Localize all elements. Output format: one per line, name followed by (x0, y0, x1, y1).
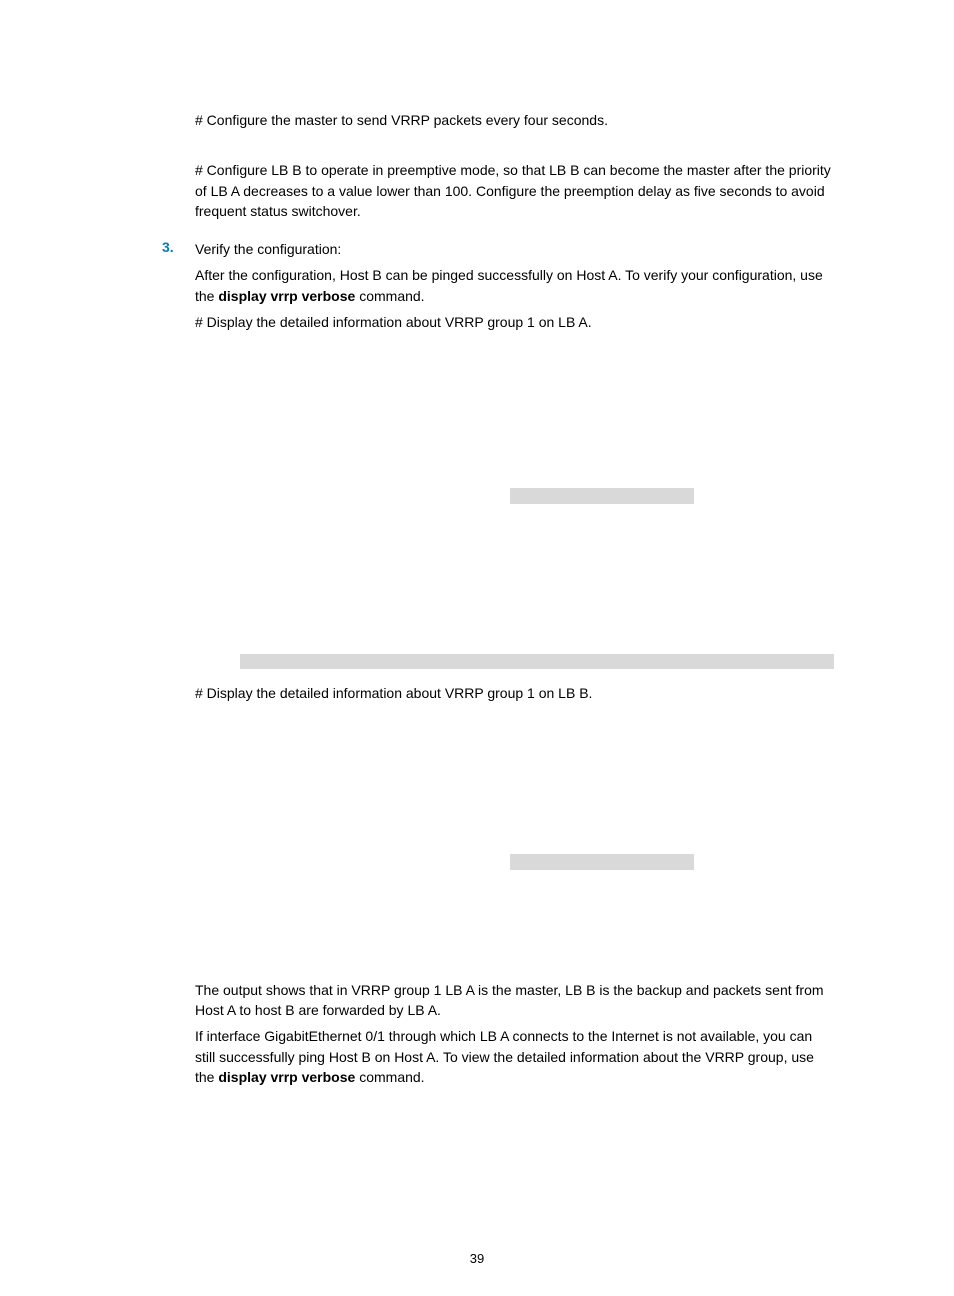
step-3-title: Verify the configuration: (195, 239, 834, 259)
step-3-para-2: # Display the detailed information about… (195, 312, 834, 332)
paragraph-block-2: # Configure LB B to operate in preemptiv… (195, 160, 834, 221)
cmd-display-vrrp-verbose-2: display vrrp verbose (218, 1069, 355, 1085)
step-3-para-4-block: The output shows that in VRRP group 1 LB… (195, 980, 834, 1087)
grey-placeholder-1 (510, 488, 694, 504)
page-number: 39 (0, 1251, 954, 1266)
paragraph-block-1: # Configure the master to send VRRP pack… (195, 110, 834, 130)
step-3-body: Verify the configuration: After the conf… (195, 239, 834, 338)
config-line-2: # Configure LB B to operate in preemptiv… (195, 160, 834, 221)
step-3-para-4: The output shows that in VRRP group 1 LB… (195, 980, 834, 1021)
step-3-para-3-block: # Display the detailed information about… (195, 683, 834, 703)
step-3-para-5b: command. (355, 1069, 424, 1085)
step-number-3: 3. (162, 239, 195, 338)
cmd-display-vrrp-verbose-1: display vrrp verbose (218, 288, 355, 304)
step-3-para-1b: command. (355, 288, 424, 304)
document-page: # Configure the master to send VRRP pack… (0, 0, 954, 1296)
step-3-para-3: # Display the detailed information about… (195, 683, 834, 703)
grey-placeholder-wide (240, 654, 834, 669)
step-3-para-5: If interface GigabitEthernet 0/1 through… (195, 1026, 834, 1087)
grey-placeholder-2 (510, 854, 694, 870)
config-line-1: # Configure the master to send VRRP pack… (195, 110, 834, 130)
step-3-para-1: After the configuration, Host B can be p… (195, 265, 834, 306)
step-3-row: 3. Verify the configuration: After the c… (120, 239, 834, 338)
